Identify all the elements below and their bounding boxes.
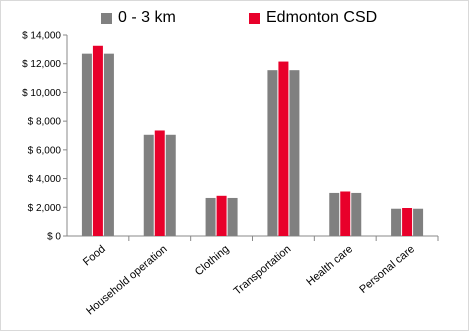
y-tick-label: $ 12,000 (22, 59, 61, 70)
bar-0-3-km (413, 208, 424, 236)
y-tick-label: $ 8,000 (28, 117, 62, 128)
y-tick-label: $ 10,000 (22, 88, 61, 99)
bar-edmonton-csd (278, 61, 289, 236)
bar-0-3-km (103, 53, 114, 236)
bar-0-3-km (351, 192, 362, 236)
x-category-label: Health care (304, 243, 355, 288)
legend-label-series-2: Edmonton CSD (266, 9, 378, 26)
bar-0-3-km (329, 192, 340, 236)
x-category-label: Food (81, 243, 108, 268)
bar-edmonton-csd (216, 195, 227, 236)
y-tick-label: $ 6,000 (28, 145, 62, 156)
bar-0-3-km (165, 134, 176, 236)
bar-edmonton-csd (92, 45, 103, 237)
bar-0-3-km (391, 208, 402, 236)
bar-0-3-km (267, 70, 278, 236)
legend-label-series-1: 0 - 3 km (118, 9, 176, 26)
x-category-label: Personal care (357, 243, 417, 296)
legend-item-series-1: 0 - 3 km (101, 9, 176, 27)
y-tick-label: $ 2,000 (28, 203, 62, 214)
legend: 0 - 3 km Edmonton CSD (0, 9, 471, 31)
bar-edmonton-csd (154, 130, 165, 236)
legend-swatch-series-2 (249, 12, 260, 24)
bar-0-3-km (81, 53, 92, 236)
bar-0-3-km (227, 197, 238, 236)
legend-swatch-series-1 (101, 12, 112, 24)
bar-0-3-km (289, 70, 300, 236)
bar-0-3-km (143, 134, 154, 236)
y-tick-label: $ 0 (47, 232, 61, 243)
y-tick-label: $ 14,000 (22, 31, 61, 42)
legend-item-series-2: Edmonton CSD (249, 9, 377, 27)
x-category-label: Transportation (232, 243, 294, 298)
bar-edmonton-csd (402, 208, 413, 236)
bar-0-3-km (205, 197, 216, 236)
y-tick-label: $ 4,000 (28, 174, 62, 185)
bar-edmonton-csd (340, 191, 351, 236)
x-category-label: Clothing (193, 243, 232, 278)
